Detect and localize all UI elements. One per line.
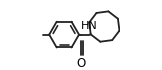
Text: HN: HN (81, 21, 98, 31)
Text: O: O (77, 57, 86, 70)
